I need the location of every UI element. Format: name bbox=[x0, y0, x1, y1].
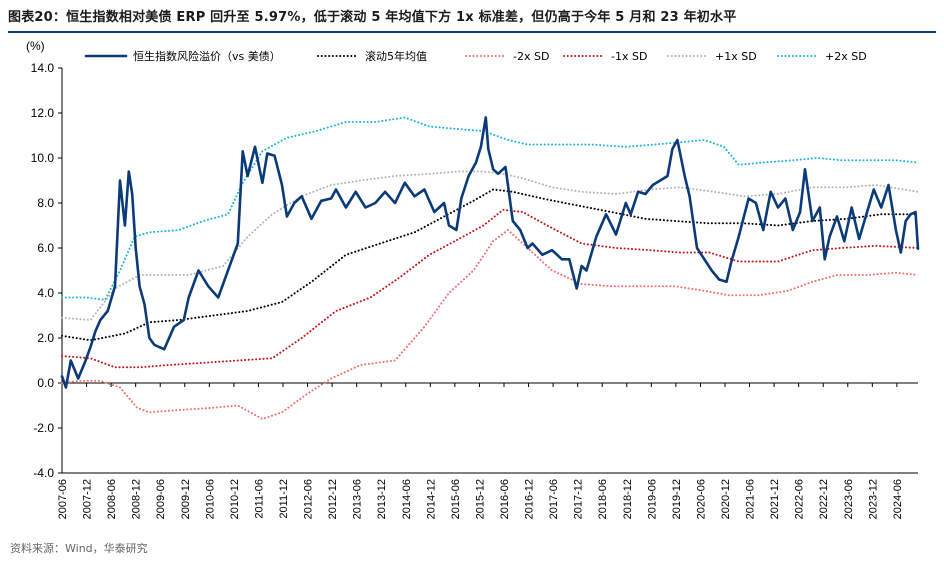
x-tick-label: 2010-06 bbox=[204, 479, 216, 519]
x-tick-label: 2007-12 bbox=[82, 479, 94, 519]
y-tick-label: 10.0 bbox=[31, 151, 55, 165]
legend-label-3: -1x SD bbox=[611, 50, 647, 63]
x-tick-label: 2019-06 bbox=[646, 479, 658, 519]
y-tick-label: 14.0 bbox=[31, 61, 55, 75]
series-line-5 bbox=[61, 116, 919, 301]
x-tick-label: 2017-06 bbox=[548, 479, 560, 519]
x-tick-label: 2008-06 bbox=[106, 479, 118, 519]
x-tick-label: 2011-12 bbox=[278, 479, 290, 519]
x-tick-label: 2013-06 bbox=[352, 479, 364, 519]
series-group bbox=[60, 116, 920, 420]
x-tick-label: 2022-06 bbox=[794, 479, 806, 519]
title-divider bbox=[8, 31, 936, 33]
legend-label-4: +1x SD bbox=[715, 50, 757, 63]
y-tick-label: 2.0 bbox=[37, 331, 54, 345]
x-tick-label: 2009-12 bbox=[180, 479, 192, 519]
series-line-3 bbox=[61, 208, 919, 369]
series-line-4 bbox=[61, 170, 919, 321]
series-line-2 bbox=[61, 229, 919, 420]
x-tick-label: 2018-06 bbox=[597, 479, 609, 519]
legend-label-5: +2x SD bbox=[825, 50, 867, 63]
chart-title: 图表20：恒生指数相对美债 ERP 回升至 5.97%，低于滚动 5 年均值下方… bbox=[8, 10, 737, 25]
series-line-0 bbox=[60, 116, 920, 389]
y-tick-label: 6.0 bbox=[37, 241, 54, 255]
x-tick-label: 2009-06 bbox=[155, 479, 167, 519]
x-tick-label: 2017-12 bbox=[573, 479, 585, 519]
y-axis-label: (%) bbox=[26, 39, 45, 53]
x-tick-label: 2012-12 bbox=[327, 479, 339, 519]
x-tick-label: 2007-06 bbox=[57, 479, 69, 519]
x-tick-label: 2012-06 bbox=[303, 479, 315, 519]
x-tick-label: 2014-06 bbox=[401, 479, 413, 519]
x-tick-label: 2022-12 bbox=[818, 479, 830, 519]
x-tick-label: 2011-06 bbox=[253, 479, 265, 519]
x-tick-label: 2023-12 bbox=[867, 479, 879, 519]
y-tick-label: -2.0 bbox=[33, 421, 54, 435]
x-tick-label: 2024-06 bbox=[892, 479, 904, 519]
axes-group: (%)14.012.010.08.06.04.02.00.0-2.0-4.020… bbox=[26, 39, 918, 519]
legend-label-1: 滚动5年均值 bbox=[365, 49, 427, 63]
x-tick-label: 2018-12 bbox=[622, 479, 634, 519]
x-tick-label: 2015-12 bbox=[474, 479, 486, 519]
legend-label-2: -2x SD bbox=[513, 50, 549, 63]
x-tick-label: 2021-12 bbox=[769, 479, 781, 519]
x-tick-label: 2020-06 bbox=[695, 479, 707, 519]
x-tick-label: 2020-12 bbox=[720, 479, 732, 519]
x-tick-label: 2016-12 bbox=[524, 479, 536, 519]
x-tick-label: 2021-06 bbox=[745, 479, 757, 519]
y-tick-label: 12.0 bbox=[31, 106, 55, 120]
x-tick-label: 2019-12 bbox=[671, 479, 683, 519]
x-tick-label: 2015-06 bbox=[450, 479, 462, 519]
legend: 恒生指数风险溢价（vs 美债） 滚动5年均值 -2x SD -1x SD +1x SD +… bbox=[84, 49, 867, 63]
x-tick-label: 2010-12 bbox=[229, 479, 241, 519]
x-tick-label: 2013-12 bbox=[376, 479, 388, 519]
y-tick-label: 8.0 bbox=[37, 196, 54, 210]
x-tick-label: 2014-12 bbox=[425, 479, 437, 519]
legend-label-0: 恒生指数风险溢价（vs 美债） bbox=[133, 49, 281, 63]
x-tick-label: 2023-06 bbox=[843, 479, 855, 519]
y-tick-label: 0.0 bbox=[37, 376, 54, 390]
y-tick-label: 4.0 bbox=[37, 286, 54, 300]
x-tick-label: 2008-12 bbox=[131, 479, 143, 519]
y-tick-label: -4.0 bbox=[33, 466, 54, 480]
x-tick-label: 2016-06 bbox=[499, 479, 511, 519]
source-note: 资料来源：Wind，华泰研究 bbox=[10, 542, 148, 555]
